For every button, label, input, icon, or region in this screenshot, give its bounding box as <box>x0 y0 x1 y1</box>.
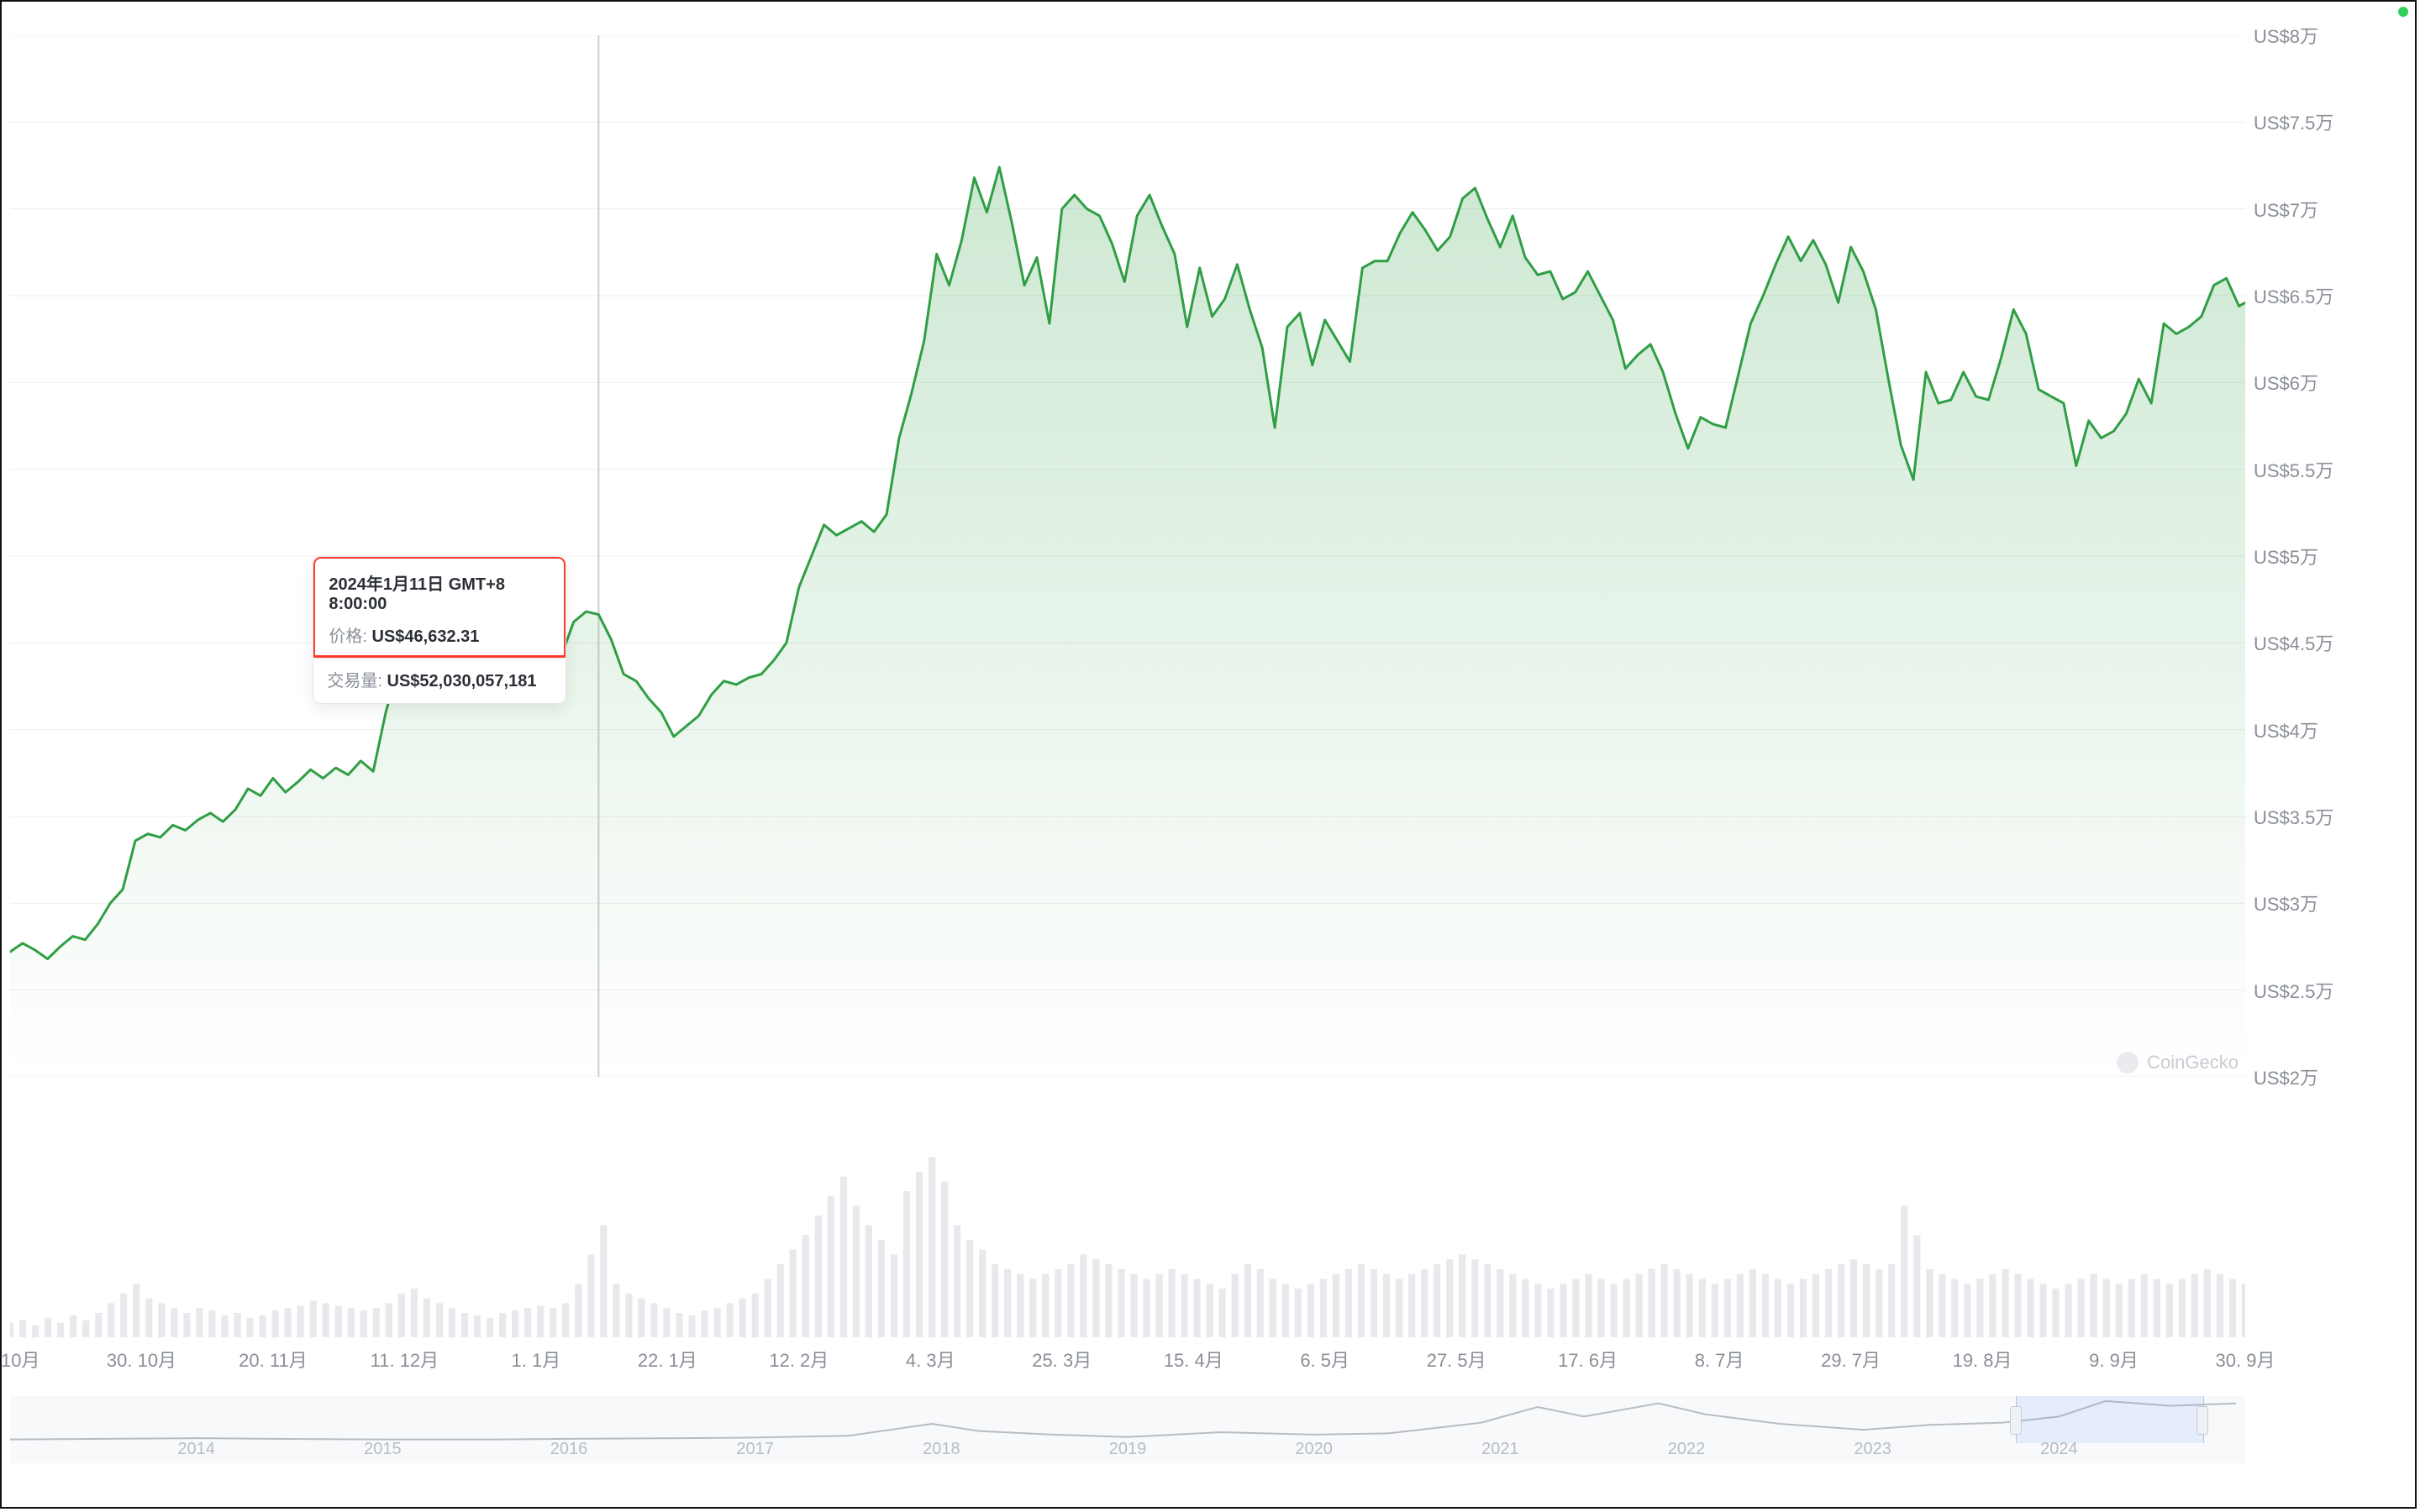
x-tick-label: 30. 10月 <box>107 1346 176 1373</box>
navigator-year-label: 2020 <box>1295 1440 1333 1459</box>
navigator-year-label: 2019 <box>1109 1440 1147 1459</box>
navigator-handle-right[interactable] <box>2196 1406 2208 1435</box>
x-tick-label: 30. 9月 <box>2216 1346 2275 1373</box>
x-tick-label: 6. 5月 <box>1300 1346 1349 1373</box>
tooltip-highlight: 2024年1月11日 GMT+8 8:00:00 价格: US$46,632.3… <box>313 556 566 658</box>
y-tick-label: US$6.5万 <box>2254 282 2333 309</box>
y-tick-label: US$5万 <box>2254 543 2318 570</box>
tooltip-volume-row: 交易量: US$52,030,057,181 <box>313 659 566 703</box>
y-tick-label: US$2.5万 <box>2254 977 2333 1004</box>
x-tick-label: 9. 10月 <box>0 1346 39 1373</box>
y-tick-label: US$4万 <box>2254 717 2318 743</box>
navigator-year-label: 2015 <box>364 1440 402 1459</box>
x-tick-label: 11. 12月 <box>371 1346 439 1373</box>
navigator-year-label: 2018 <box>923 1440 960 1459</box>
y-tick-label: US$7.5万 <box>2254 108 2333 135</box>
y-tick-label: US$6万 <box>2254 369 2318 396</box>
y-tick-label: US$4.5万 <box>2254 629 2333 656</box>
navigator-labels: 2014 2015 2016 2017 2018 2019 2020 2021 2022 2023… <box>10 1440 2245 1462</box>
tooltip-box: 2024年1月11日 GMT+8 8:00:00 价格: US$46,632.3… <box>313 556 566 704</box>
x-tick-label: 20. 11月 <box>239 1346 308 1373</box>
navigator-year-label: 2024 <box>2040 1440 2078 1459</box>
x-tick-label: 9. 9月 <box>2089 1346 2139 1373</box>
navigator-svg <box>10 1396 2245 1443</box>
tooltip-volume-label: 交易量: <box>327 672 382 690</box>
x-tick-label: 27. 5月 <box>1427 1346 1486 1373</box>
watermark-icon <box>2117 1052 2139 1074</box>
x-tick-label: 8. 7月 <box>1695 1346 1744 1373</box>
chart-frame: US$8万 US$7.5万 US$7万 US$6.5万 US$6万 US$5.5万 US$5… <box>0 0 2417 1509</box>
x-tick-label: 1. 1月 <box>512 1346 561 1373</box>
volume-svg <box>10 1094 2245 1337</box>
x-tick-label: 22. 1月 <box>638 1346 697 1373</box>
x-tick-label: 12. 2月 <box>769 1346 829 1373</box>
navigator-year-label: 2017 <box>736 1440 774 1459</box>
navigator-handle-left[interactable] <box>2010 1406 2022 1435</box>
y-axis-labels: US$8万US$7.5万US$7万US$6.5万US$6万US$5.5万US$5… <box>2254 35 2405 1077</box>
y-tick-label: US$7万 <box>2254 196 2318 223</box>
navigator-year-label: 2023 <box>1854 1440 1891 1459</box>
y-tick-label: US$8万 <box>2254 22 2318 49</box>
y-tick-label: US$3万 <box>2254 890 2318 916</box>
tooltip-price-label: 价格: <box>329 627 367 646</box>
x-tick-label: 4. 3月 <box>906 1346 955 1373</box>
tooltip-price-value: US$46,632.31 <box>372 627 480 646</box>
x-tick-label: 15. 4月 <box>1164 1346 1223 1373</box>
navigator-year-label: 2016 <box>550 1440 588 1459</box>
y-tick-label: US$3.5万 <box>2254 803 2333 830</box>
volume-chart[interactable] <box>10 1094 2245 1337</box>
tooltip: 2024年1月11日 GMT+8 8:00:00 价格: US$46,632.3… <box>313 556 566 704</box>
x-axis-labels: 9. 10月30. 10月20. 11月11. 12月1. 1月22. 1月12… <box>10 1346 2245 1379</box>
navigator-selection[interactable] <box>2016 1396 2204 1443</box>
navigator-year-label: 2021 <box>1481 1440 1519 1459</box>
x-tick-label: 17. 6月 <box>1558 1346 1618 1373</box>
tooltip-volume-value: US$52,030,057,181 <box>387 672 537 690</box>
tooltip-date: 2024年1月11日 GMT+8 8:00:00 <box>329 570 550 614</box>
watermark-text: CoinGecko <box>2147 1052 2238 1074</box>
x-tick-label: 19. 8月 <box>1953 1346 2012 1373</box>
navigator[interactable]: 2014 2015 2016 2017 2018 2019 2020 2021 2022 2023… <box>10 1396 2245 1463</box>
status-dot <box>2398 7 2408 17</box>
y-tick-label: US$2万 <box>2254 1063 2318 1090</box>
tooltip-price-row: 价格: US$46,632.31 <box>329 622 550 647</box>
x-tick-label: 29. 7月 <box>1821 1346 1881 1373</box>
y-tick-label: US$5.5万 <box>2254 456 2333 483</box>
x-tick-label: 25. 3月 <box>1032 1346 1092 1373</box>
watermark: CoinGecko <box>2117 1052 2238 1074</box>
navigator-year-label: 2022 <box>1668 1440 1706 1459</box>
navigator-year-label: 2014 <box>177 1440 215 1459</box>
